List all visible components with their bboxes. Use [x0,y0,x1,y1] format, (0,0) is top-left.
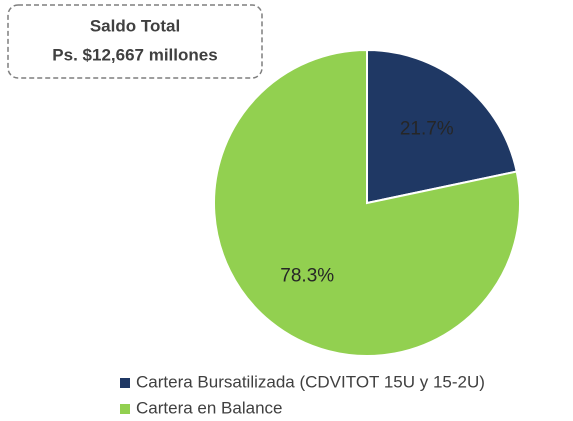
legend-swatch [120,404,130,414]
annotation-line: Ps. $12,667 millones [52,45,217,64]
legend-label: Cartera Bursatilizada (CDVITOT 15U y 15-… [136,372,485,391]
pie-slice [213,48,521,357]
data-label: 21.7% [400,118,454,139]
data-label: 78.3% [280,266,334,287]
annotation-line: Saldo Total [90,16,180,35]
pie-slice [366,48,518,205]
annotation-box [7,4,263,79]
legend-swatch [120,378,130,388]
legend-label: Cartera en Balance [136,398,282,417]
